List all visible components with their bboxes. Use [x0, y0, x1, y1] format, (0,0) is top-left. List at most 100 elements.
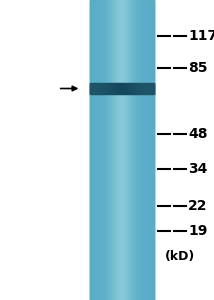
Bar [140, 0, 141, 300]
Bar [121, 0, 122, 300]
Bar [120, 0, 121, 300]
Bar [142, 83, 143, 94]
Bar [122, 83, 123, 94]
Bar [130, 83, 131, 94]
Bar [145, 83, 146, 94]
Bar [145, 0, 146, 300]
Bar [104, 83, 105, 94]
Bar [102, 83, 103, 94]
Text: 22: 22 [188, 199, 208, 212]
Bar [125, 0, 126, 300]
Text: 117: 117 [188, 29, 214, 43]
Bar [138, 83, 139, 94]
Bar [103, 0, 104, 300]
Bar [96, 83, 97, 94]
Bar [119, 0, 120, 300]
Bar [144, 0, 145, 300]
Text: 19: 19 [188, 224, 208, 238]
Bar [100, 83, 101, 94]
Bar [148, 0, 149, 300]
Bar [126, 83, 127, 94]
Bar [133, 0, 134, 300]
Bar [113, 0, 114, 300]
Bar [132, 83, 133, 94]
Bar [137, 83, 138, 94]
Bar [97, 0, 98, 300]
Bar [95, 0, 96, 300]
Bar [106, 83, 107, 94]
Bar [148, 83, 149, 94]
Bar [130, 0, 131, 300]
Text: 85: 85 [188, 61, 208, 74]
Bar [127, 0, 128, 300]
Bar [114, 0, 115, 300]
Bar [146, 0, 147, 300]
Bar [108, 0, 109, 300]
Bar [127, 83, 128, 94]
Bar [110, 0, 111, 300]
Bar [133, 83, 134, 94]
Bar [150, 83, 151, 94]
Bar [94, 83, 95, 94]
Bar [94, 0, 95, 300]
Bar [102, 0, 103, 300]
Bar [101, 0, 102, 300]
Bar [99, 83, 100, 94]
Bar [136, 0, 137, 300]
Bar [140, 83, 141, 94]
Bar [104, 0, 105, 300]
Bar [112, 0, 113, 300]
Bar [147, 83, 148, 94]
Bar [137, 0, 138, 300]
Bar [105, 83, 106, 94]
Bar [152, 0, 153, 300]
Bar [115, 0, 116, 300]
Bar [153, 0, 154, 300]
Bar [129, 83, 130, 94]
Bar [151, 0, 152, 300]
Bar [99, 0, 100, 300]
Bar [135, 83, 136, 94]
Bar [143, 83, 144, 94]
Bar [131, 83, 132, 94]
Bar [111, 0, 112, 300]
Bar [124, 0, 125, 300]
Bar [146, 83, 147, 94]
Bar [111, 83, 112, 94]
Text: 34: 34 [188, 163, 208, 176]
Bar [149, 0, 150, 300]
Bar [123, 83, 124, 94]
Bar [90, 83, 91, 94]
Bar [138, 0, 139, 300]
Bar [92, 83, 93, 94]
Bar [108, 83, 109, 94]
Bar [101, 83, 102, 94]
Bar [98, 83, 99, 94]
Bar [97, 83, 98, 94]
Bar [139, 83, 140, 94]
Bar [149, 83, 150, 94]
Text: (kD): (kD) [165, 250, 195, 263]
Bar [142, 0, 143, 300]
Bar [121, 83, 122, 94]
Bar [117, 0, 118, 300]
Bar [92, 0, 93, 300]
Bar [150, 0, 151, 300]
Bar [123, 0, 124, 300]
Bar [110, 83, 111, 94]
Bar [141, 83, 142, 94]
Bar [112, 83, 113, 94]
Bar [103, 83, 104, 94]
Bar [141, 0, 142, 300]
Bar [114, 83, 115, 94]
Bar [113, 83, 114, 94]
Bar [153, 83, 154, 94]
Bar [98, 0, 99, 300]
Bar [139, 0, 140, 300]
Bar [90, 0, 91, 300]
Bar [151, 83, 152, 94]
Bar [117, 83, 118, 94]
Bar [124, 83, 125, 94]
Bar [128, 83, 129, 94]
Bar [96, 0, 97, 300]
